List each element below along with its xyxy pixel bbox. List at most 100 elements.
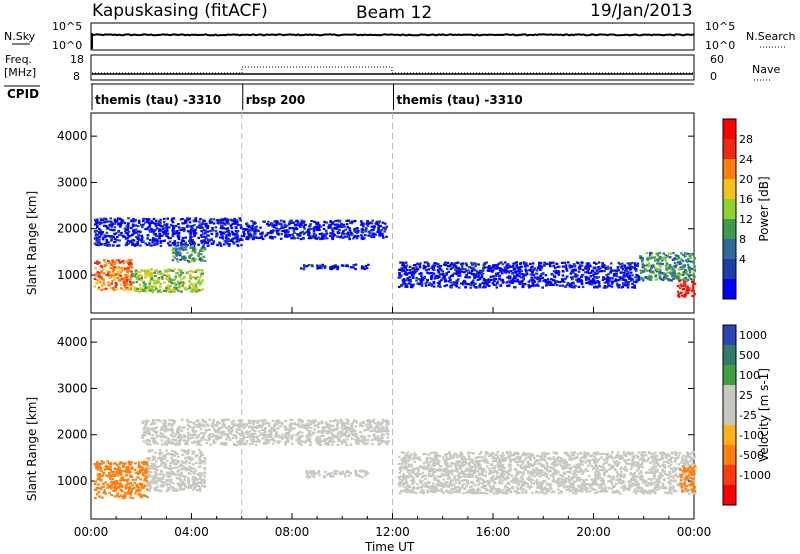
data-cell (104, 234, 108, 237)
data-cell (568, 463, 571, 467)
data-cell (149, 285, 152, 288)
data-cell (131, 238, 134, 242)
data-cell (675, 258, 678, 261)
data-cell (172, 278, 175, 282)
data-cell (423, 261, 427, 264)
data-cell (130, 263, 133, 266)
data-cell (224, 241, 228, 244)
data-cell (692, 282, 696, 285)
data-cell (385, 421, 388, 424)
data-cell (655, 461, 658, 464)
data-cell (621, 278, 625, 281)
data-cell (357, 438, 360, 441)
data-cell (676, 261, 680, 264)
data-cell (309, 444, 312, 447)
colorbar-segment (723, 199, 736, 219)
data-cell (158, 229, 162, 232)
data-cell (552, 261, 555, 264)
data-cell (367, 234, 370, 237)
data-cell (659, 277, 662, 280)
data-cell (467, 283, 471, 286)
data-cell (350, 424, 353, 427)
data-cell (405, 268, 409, 271)
data-cell (651, 270, 655, 273)
data-cell (131, 223, 135, 226)
data-cell (273, 439, 276, 442)
data-cell (366, 224, 370, 227)
data-cell (533, 284, 537, 287)
data-cell (225, 434, 229, 437)
data-cell (480, 275, 484, 278)
data-cell (561, 274, 565, 277)
data-cell (216, 243, 219, 246)
data-cell (138, 283, 142, 286)
data-cell (425, 269, 428, 272)
data-cell (469, 283, 473, 287)
data-cell (223, 423, 226, 426)
data-cell (191, 428, 195, 431)
data-cell (594, 281, 598, 284)
data-cell (542, 474, 545, 477)
data-cell (98, 271, 102, 274)
data-cell (138, 230, 141, 233)
data-cell (357, 442, 360, 445)
data-cell (440, 481, 443, 485)
data-cell (688, 271, 692, 274)
data-cell (320, 422, 324, 425)
data-cell (671, 275, 674, 278)
data-cell (439, 264, 443, 268)
data-cell (318, 441, 321, 444)
data-cell (686, 292, 689, 295)
data-cell (219, 226, 223, 230)
data-cell (657, 259, 660, 262)
data-cell (222, 222, 226, 225)
data-cell (167, 226, 171, 229)
data-cell (196, 443, 199, 446)
data-cell (171, 442, 175, 445)
data-cell (351, 432, 354, 435)
y-tick-label: 1000 (57, 474, 88, 488)
data-cell (423, 276, 426, 280)
data-cell (213, 434, 217, 437)
data-cell (295, 439, 298, 442)
data-cell (589, 265, 592, 268)
data-cell (575, 488, 579, 491)
data-cell (220, 434, 224, 437)
data-cell (649, 483, 652, 486)
data-cell (148, 230, 152, 233)
data-cell (667, 465, 671, 468)
data-cell (597, 465, 600, 468)
data-cell (518, 270, 522, 273)
data-cell (169, 244, 172, 247)
data-cell (157, 289, 160, 293)
data-cell (115, 283, 118, 286)
data-cell (202, 255, 205, 258)
data-cell (186, 435, 190, 438)
data-cell (242, 436, 246, 439)
data-cell (407, 282, 411, 285)
data-cell (127, 261, 130, 265)
data-cell (501, 491, 504, 495)
data-cell (290, 418, 294, 422)
data-cell (227, 244, 231, 247)
data-cell (323, 237, 326, 240)
data-cell (215, 423, 219, 426)
data-cell (199, 249, 202, 252)
data-cell (665, 262, 669, 265)
data-cell (450, 487, 454, 490)
data-cell (465, 262, 468, 265)
data-cell (674, 490, 678, 493)
freq-tick-bottom: 8 (73, 70, 80, 83)
data-cell (440, 472, 444, 475)
data-cell (485, 465, 489, 468)
data-cell (309, 422, 313, 426)
data-cell (128, 235, 132, 238)
data-cell (398, 273, 401, 277)
data-cell (299, 222, 302, 225)
data-cell (184, 245, 188, 248)
data-cell (263, 435, 266, 439)
data-cell (245, 236, 249, 239)
data-cell (631, 286, 634, 289)
data-cell (308, 429, 312, 433)
beam-title: Beam 12 (356, 3, 432, 23)
